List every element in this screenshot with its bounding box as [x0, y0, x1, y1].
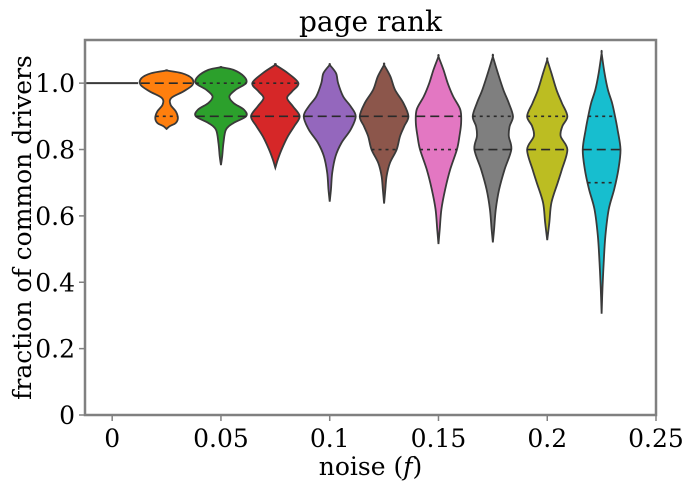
y-tick-label: 0.6: [35, 202, 75, 231]
violin-6: [414, 54, 463, 245]
x-axis-label-variable: f: [401, 452, 416, 481]
x-axis: 0 0.05 0.1 0.15 0.2 0.25: [104, 415, 684, 453]
violin-body: [194, 65, 248, 166]
violin-5: [358, 62, 410, 204]
x-axis-label: noise (f): [319, 452, 423, 481]
violin-body: [358, 62, 410, 204]
violin-body: [471, 53, 514, 243]
x-axis-label-text: noise (: [319, 452, 403, 481]
violin-9: [581, 49, 622, 314]
x-tick-label: 0.2: [527, 424, 567, 453]
y-tick-label: 1.0: [35, 69, 75, 98]
violin-7: [471, 53, 514, 243]
violin-body: [250, 62, 301, 171]
violin-4: [302, 62, 357, 202]
y-axis: 0 0.2 0.4 0.6 0.8 1.0: [35, 69, 85, 430]
chart-title: page rank: [299, 5, 443, 38]
violin-3: [250, 62, 301, 171]
violin-2: [194, 65, 248, 166]
x-tick-label: 0.1: [310, 424, 350, 453]
y-tick-label: 0.4: [35, 268, 75, 297]
violin-1: [138, 69, 195, 131]
y-tick-label: 0.8: [35, 136, 75, 165]
y-axis-label: fraction of common drivers: [8, 55, 37, 400]
x-axis-label-close: ): [412, 452, 422, 481]
violin-8: [526, 57, 569, 241]
violin-body: [302, 62, 357, 202]
x-tick-label: 0.05: [193, 424, 249, 453]
plot-frame: [83, 38, 658, 417]
violin-body: [138, 69, 195, 131]
violin-body: [414, 54, 463, 245]
y-tick-label: 0.2: [35, 335, 75, 364]
x-tick-label: 0.25: [628, 424, 684, 453]
y-tick-label: 0: [59, 401, 75, 430]
x-tick-label: 0.15: [411, 424, 467, 453]
violin-group: [86, 49, 622, 314]
x-tick-label: 0: [104, 424, 120, 453]
